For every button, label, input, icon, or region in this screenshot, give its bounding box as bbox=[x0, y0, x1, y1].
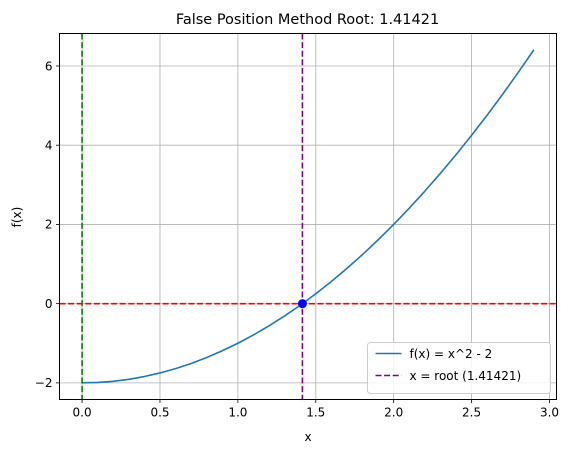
y-tick-label: 2 bbox=[45, 218, 53, 232]
root-marker bbox=[297, 299, 307, 309]
legend-label: f(x) = x^2 - 2 bbox=[410, 347, 493, 361]
plot-area bbox=[59, 33, 556, 399]
legend-box bbox=[367, 342, 551, 394]
legend-label: x = root (1.41421) bbox=[410, 369, 522, 383]
y-tick-label: 6 bbox=[45, 59, 53, 73]
x-axis: 0.0 0.5 1.0 1.5 2.0 2.5 3.0 bbox=[73, 399, 559, 420]
x-tick-label: 0.0 bbox=[73, 406, 92, 420]
x-axis-label: x bbox=[304, 430, 311, 444]
x-tick-label: 2.5 bbox=[462, 406, 481, 420]
y-axis: −2 0 2 4 6 bbox=[35, 59, 60, 390]
plot-frame bbox=[59, 33, 557, 400]
y-tick-label: 0 bbox=[45, 297, 53, 311]
y-tick-label: 4 bbox=[45, 139, 53, 153]
x-tick-label: 2.0 bbox=[384, 406, 403, 420]
y-tick-label: −2 bbox=[35, 376, 53, 390]
function-curve bbox=[82, 49, 535, 384]
x-tick-label: 1.0 bbox=[228, 406, 247, 420]
chart-title: False Position Method Root: 1.41421 bbox=[176, 12, 439, 28]
x-tick-label: 1.5 bbox=[306, 406, 325, 420]
x-tick-label: 0.5 bbox=[150, 406, 169, 420]
y-axis-label: f(x) bbox=[10, 207, 24, 228]
legend: f(x) = x^2 - 2 x = root (1.41421) bbox=[367, 342, 551, 394]
x-tick-label: 3.0 bbox=[540, 406, 559, 420]
